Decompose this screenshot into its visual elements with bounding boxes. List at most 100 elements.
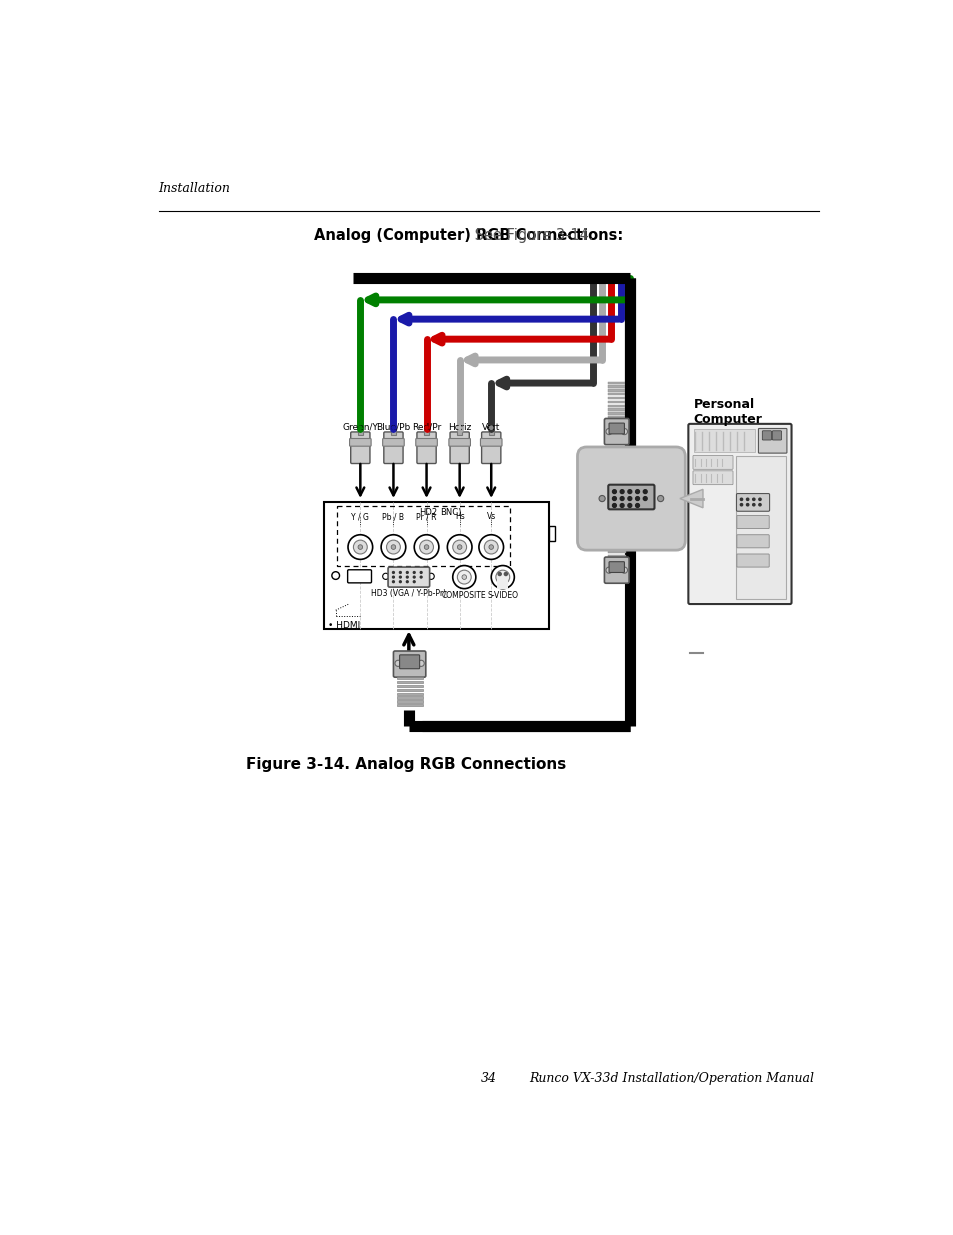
FancyBboxPatch shape — [608, 424, 624, 433]
FancyBboxPatch shape — [399, 655, 419, 668]
Circle shape — [348, 535, 373, 559]
FancyBboxPatch shape — [383, 432, 403, 463]
Text: Vert: Vert — [481, 422, 500, 431]
Bar — [488, 429, 493, 435]
Circle shape — [419, 540, 433, 555]
Bar — [607, 389, 625, 391]
Circle shape — [357, 425, 362, 430]
Bar — [607, 416, 625, 419]
Circle shape — [382, 573, 389, 579]
Bar — [607, 527, 625, 530]
Bar — [607, 385, 625, 388]
FancyBboxPatch shape — [736, 535, 768, 548]
Circle shape — [745, 498, 748, 500]
Circle shape — [504, 573, 507, 576]
FancyBboxPatch shape — [416, 438, 436, 446]
Circle shape — [612, 504, 616, 508]
FancyBboxPatch shape — [692, 471, 732, 484]
Circle shape — [381, 535, 405, 559]
Circle shape — [453, 540, 466, 555]
FancyBboxPatch shape — [416, 432, 436, 463]
Bar — [607, 543, 625, 546]
FancyBboxPatch shape — [604, 557, 628, 583]
Circle shape — [386, 540, 400, 555]
Circle shape — [392, 580, 394, 583]
Bar — [607, 555, 625, 557]
Bar — [336, 506, 510, 567]
Text: S-VIDEO: S-VIDEO — [487, 592, 517, 600]
Circle shape — [461, 574, 466, 579]
Text: Pb / B: Pb / B — [382, 513, 404, 521]
Text: Installation: Installation — [158, 182, 231, 195]
Circle shape — [428, 573, 434, 579]
Circle shape — [447, 535, 472, 559]
Bar — [456, 429, 461, 435]
Circle shape — [488, 425, 493, 430]
Bar — [324, 503, 548, 630]
Circle shape — [642, 490, 646, 494]
Circle shape — [740, 498, 741, 500]
Circle shape — [635, 496, 639, 500]
Bar — [396, 704, 422, 706]
Circle shape — [752, 498, 754, 500]
Circle shape — [424, 545, 429, 550]
Bar — [607, 547, 625, 550]
Text: • HDMI: • HDMI — [328, 621, 360, 630]
Circle shape — [420, 572, 421, 573]
Bar — [357, 429, 362, 435]
Bar — [497, 579, 508, 589]
Text: HD3 (VGA / Y-Pb-Pr): HD3 (VGA / Y-Pb-Pr) — [371, 589, 446, 598]
Circle shape — [758, 504, 760, 506]
Circle shape — [627, 496, 631, 500]
Text: Green/Y: Green/Y — [342, 422, 378, 431]
Circle shape — [598, 495, 604, 501]
Bar — [607, 412, 625, 415]
Circle shape — [453, 566, 476, 589]
Text: Y / G: Y / G — [351, 513, 369, 521]
Circle shape — [417, 661, 424, 667]
Text: Runco VX-33d Installation/Operation Manual: Runco VX-33d Installation/Operation Manu… — [529, 1072, 814, 1086]
Circle shape — [332, 572, 339, 579]
Bar — [607, 551, 625, 553]
Circle shape — [497, 573, 500, 576]
FancyBboxPatch shape — [758, 429, 786, 453]
Circle shape — [424, 425, 429, 430]
Circle shape — [745, 504, 748, 506]
Circle shape — [740, 504, 741, 506]
FancyBboxPatch shape — [347, 569, 371, 583]
Text: See Figure 3-14.: See Figure 3-14. — [469, 227, 593, 242]
Circle shape — [619, 496, 623, 500]
Circle shape — [620, 429, 627, 435]
FancyBboxPatch shape — [688, 424, 791, 604]
Bar — [396, 689, 422, 692]
Polygon shape — [679, 489, 702, 508]
Circle shape — [420, 577, 421, 578]
FancyBboxPatch shape — [393, 651, 425, 677]
Circle shape — [406, 577, 408, 578]
Circle shape — [456, 425, 461, 430]
Circle shape — [619, 490, 623, 494]
Circle shape — [605, 567, 612, 573]
Circle shape — [657, 495, 663, 501]
Circle shape — [406, 572, 408, 573]
Text: Pr / R: Pr / R — [416, 513, 436, 521]
Text: Horiz: Horiz — [448, 422, 471, 431]
Circle shape — [392, 572, 394, 573]
Text: Blue/Pb: Blue/Pb — [375, 422, 410, 431]
Circle shape — [605, 429, 612, 435]
FancyBboxPatch shape — [604, 419, 628, 445]
FancyBboxPatch shape — [736, 555, 768, 567]
Circle shape — [758, 498, 760, 500]
FancyBboxPatch shape — [480, 438, 501, 446]
Circle shape — [456, 545, 461, 550]
Bar — [607, 536, 625, 537]
Circle shape — [395, 661, 400, 667]
Bar — [396, 685, 422, 687]
Bar — [396, 677, 422, 679]
FancyBboxPatch shape — [736, 515, 768, 529]
Circle shape — [612, 490, 616, 494]
Circle shape — [391, 425, 395, 430]
Text: Analog (Computer) RGB Connections:: Analog (Computer) RGB Connections: — [314, 227, 622, 242]
FancyBboxPatch shape — [449, 438, 470, 446]
Circle shape — [627, 504, 631, 508]
